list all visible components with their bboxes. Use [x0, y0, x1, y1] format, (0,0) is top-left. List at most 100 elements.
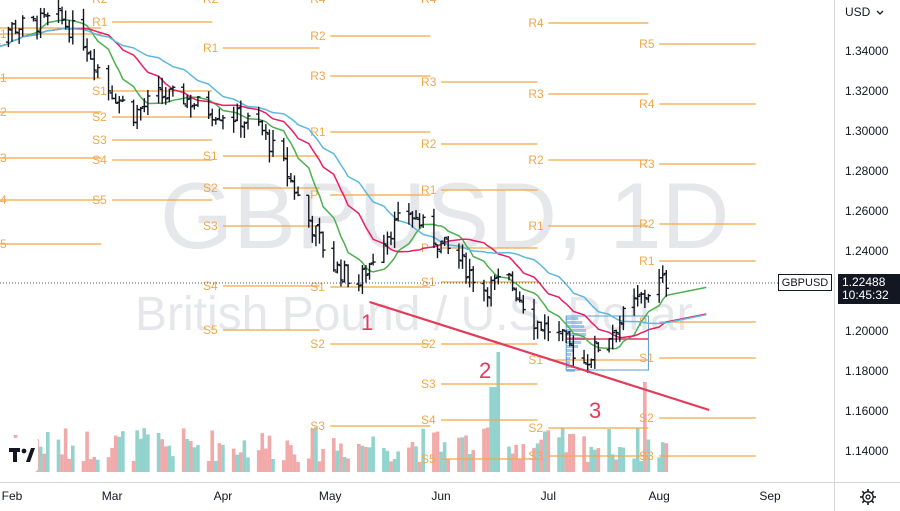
ohlc-bar — [88, 50, 93, 59]
pivot-label: 1 — [0, 27, 7, 41]
ohlc-bar — [117, 96, 122, 113]
pivot-label: 3 — [0, 151, 7, 165]
volume-bar — [139, 439, 143, 472]
last-price-label: 1.22488 10:45:32 — [838, 274, 900, 304]
pivot-label: S2 — [528, 421, 543, 435]
price-tick-label: 1.30000 — [845, 124, 888, 138]
pivot-label: R4 — [421, 0, 437, 6]
gear-icon — [859, 488, 877, 506]
pivot-label: R4 — [528, 16, 544, 30]
volume-bar — [60, 454, 64, 472]
pivot-label: R2 — [92, 0, 108, 6]
volume-profile-row — [566, 357, 570, 360]
volume-bar — [311, 428, 315, 472]
volume-bar — [486, 428, 490, 472]
ohlc-bar — [10, 22, 15, 42]
volume-bar — [235, 455, 239, 472]
ohlc-bar — [85, 38, 90, 61]
volume-bar — [168, 446, 172, 472]
ohlc-bar — [267, 129, 272, 162]
ohlc-bar — [217, 108, 222, 120]
pivot-label: S3 — [203, 219, 218, 233]
volume-bar — [371, 437, 375, 472]
ohlc-bar — [263, 124, 268, 140]
volume-bar — [39, 447, 43, 472]
price-tick-label: 1.20000 — [845, 324, 888, 338]
volume-bar — [189, 441, 193, 472]
volume-bar — [482, 429, 486, 472]
volume-bar — [67, 459, 71, 472]
volume-bar — [547, 430, 551, 472]
pivot-label: R1 — [203, 41, 219, 55]
wave-label-1: 1 — [361, 310, 373, 335]
time-tick-label: Jun — [431, 489, 450, 503]
volume-bar — [511, 454, 515, 472]
volume-bar — [218, 443, 222, 472]
ohlc-bar — [245, 113, 250, 130]
volume-bar — [364, 447, 368, 472]
volume-bar — [357, 444, 361, 472]
pivot-label: R3 — [421, 75, 437, 89]
pivot-label: S4 — [203, 279, 218, 293]
ohlc-bar — [56, 0, 61, 23]
pivot-label: S1 — [203, 149, 218, 163]
ohlc-bar — [142, 98, 147, 112]
pivot-label: R1 — [639, 254, 655, 268]
volume-bar — [268, 436, 272, 472]
volume-profile-row — [566, 361, 570, 364]
pivot-label: S2 — [203, 181, 218, 195]
pivot-label: S1 — [310, 280, 325, 294]
chart-plot-area[interactable]: GBPUSD, 1D British Pound / U.S. Dollar 1… — [0, 0, 834, 482]
volume-bar — [135, 430, 139, 472]
volume-bar — [246, 457, 250, 472]
pivot-label: S3 — [528, 449, 543, 463]
volume-bar — [361, 446, 365, 472]
volume-bar — [264, 449, 268, 472]
volume-bar — [568, 434, 572, 472]
volume-bar — [182, 428, 186, 472]
volume-bar — [393, 459, 397, 472]
volume-bar — [142, 428, 146, 472]
volume-bar — [64, 429, 68, 472]
volume-bar — [339, 444, 343, 472]
chart-canvas[interactable]: GBPUSD, 1D British Pound / U.S. Dollar 1… — [0, 0, 834, 482]
volume-bar — [293, 454, 297, 472]
price-tick-label: 1.16000 — [845, 404, 888, 418]
volume-bar — [164, 446, 168, 472]
currency-selector[interactable]: USD — [845, 5, 884, 19]
volume-bar — [336, 451, 340, 472]
ohlc-bar — [120, 96, 125, 102]
pivot-label: S5 — [421, 452, 436, 466]
pivot-label: R3 — [639, 157, 655, 171]
volume-bar — [214, 461, 218, 472]
volume-bar — [614, 460, 618, 472]
pivot-label: R2 — [528, 153, 544, 167]
volume-bar — [414, 446, 418, 472]
volume-bar — [597, 448, 601, 472]
volume-bar — [439, 452, 443, 472]
volume-bar — [121, 431, 125, 472]
volume-bar — [396, 451, 400, 472]
pivot-label: R3 — [528, 87, 544, 101]
volume-bar — [446, 459, 450, 472]
volume-bar — [543, 431, 547, 472]
pivot-label: R1 — [421, 183, 437, 197]
volume-bar — [521, 444, 525, 472]
pivot-label: S2 — [639, 411, 654, 425]
volume-bar — [185, 439, 189, 472]
volume-profile-row — [566, 353, 571, 356]
pivot-label: S2 — [421, 337, 436, 351]
volume-bar — [314, 427, 318, 472]
volume-bar — [207, 461, 211, 472]
tradingview-logo[interactable] — [4, 438, 38, 472]
volume-bar — [593, 450, 597, 472]
volume-bar — [389, 461, 393, 472]
time-tick-label: Aug — [648, 489, 669, 503]
ohlc-bar — [582, 350, 587, 364]
volume-bar — [110, 448, 114, 472]
settings-button[interactable] — [834, 482, 900, 511]
volume-bar — [582, 436, 586, 472]
volume-bar — [386, 451, 390, 472]
